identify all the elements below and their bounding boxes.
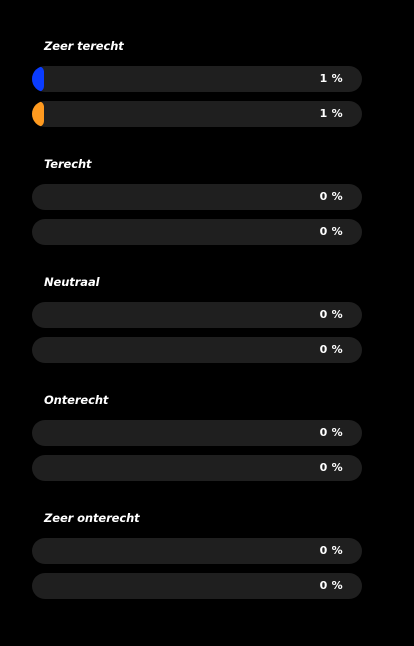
group-title: Terecht	[44, 157, 92, 171]
result-group-zeer-terecht: Zeer terecht 1 % 1 %	[32, 38, 362, 127]
result-percentage: 0 %	[319, 426, 343, 439]
result-percentage: 0 %	[319, 190, 343, 203]
result-bar: 1 %	[32, 66, 362, 92]
group-title: Zeer terecht	[44, 39, 124, 53]
result-percentage: 1 %	[319, 72, 343, 85]
result-bar: 0 %	[32, 184, 362, 210]
group-title: Neutraal	[44, 275, 100, 289]
result-bar: 0 %	[32, 455, 362, 481]
group-title: Onterecht	[44, 393, 109, 407]
result-percentage: 0 %	[319, 461, 343, 474]
result-bar: 0 %	[32, 573, 362, 599]
result-percentage: 0 %	[319, 343, 343, 356]
group-title: Zeer onterecht	[44, 511, 140, 525]
result-percentage: 0 %	[319, 225, 343, 238]
poll-results: Zeer terecht 1 % 1 % Terecht 0 % 0 % Neu…	[32, 38, 362, 628]
result-bar-fill	[32, 66, 44, 92]
result-bar: 1 %	[32, 101, 362, 127]
result-percentage: 0 %	[319, 579, 343, 592]
result-group-zeer-onterecht: Zeer onterecht 0 % 0 %	[32, 510, 362, 599]
result-bar-fill	[32, 101, 44, 127]
result-group-onterecht: Onterecht 0 % 0 %	[32, 392, 362, 481]
result-percentage: 0 %	[319, 308, 343, 321]
result-percentage: 0 %	[319, 544, 343, 557]
result-bar: 0 %	[32, 420, 362, 446]
result-bar: 0 %	[32, 302, 362, 328]
result-bar: 0 %	[32, 219, 362, 245]
result-percentage: 1 %	[319, 107, 343, 120]
result-group-terecht: Terecht 0 % 0 %	[32, 156, 362, 245]
result-bar: 0 %	[32, 337, 362, 363]
result-bar: 0 %	[32, 538, 362, 564]
result-group-neutraal: Neutraal 0 % 0 %	[32, 274, 362, 363]
